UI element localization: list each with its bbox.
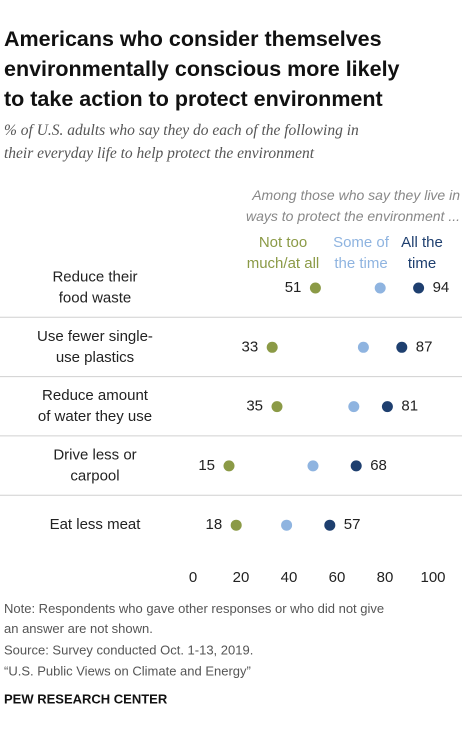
x-tick-label: 20 <box>233 569 250 586</box>
value-label: 81 <box>401 398 418 415</box>
dot <box>281 519 293 531</box>
note: Note: Respondents who gave other respons… <box>4 601 384 636</box>
chart-title: Americans who consider themselves environ… <box>4 27 400 111</box>
category-label: Eat less meat <box>50 516 142 533</box>
legend-label: All the time <box>401 234 443 272</box>
value-label: 15 <box>198 457 215 474</box>
dot <box>230 519 242 531</box>
dot <box>309 282 321 294</box>
source: Source: Survey conducted Oct. 1-13, 2019… <box>4 642 253 657</box>
chart-subtitle: % of U.S. adults who say they do each of… <box>4 122 359 162</box>
dot <box>381 401 393 413</box>
x-tick-label: 100 <box>420 569 445 586</box>
report: “U.S. Public Views on Climate and Energy… <box>4 663 251 678</box>
dot <box>396 341 408 353</box>
value-label: 18 <box>206 516 223 533</box>
dot <box>348 401 360 413</box>
category-label: Use fewer single-use plastics <box>37 328 153 366</box>
value-label: 57 <box>344 516 361 533</box>
dot <box>266 341 278 353</box>
legend-label: Not too much/at all <box>247 234 320 272</box>
value-label: 94 <box>433 279 450 296</box>
x-tick-label: 40 <box>281 569 298 586</box>
dot <box>374 282 386 294</box>
dot <box>271 401 283 413</box>
category-label: Drive less or carpool <box>53 446 136 484</box>
dot <box>413 282 425 294</box>
legend-label: Some of the time <box>333 234 390 272</box>
dot <box>307 460 319 472</box>
value-label: 51 <box>285 279 302 296</box>
x-tick-label: 0 <box>189 569 197 586</box>
value-label: 33 <box>242 338 259 355</box>
category-label: Reduce amount of water they use <box>38 387 152 425</box>
category-label: Reduce their food waste <box>52 268 137 306</box>
dot <box>324 519 336 531</box>
x-tick-label: 80 <box>377 569 394 586</box>
x-tick-label: 60 <box>329 569 346 586</box>
legend-title: Among those who say they live in ways to … <box>246 187 460 224</box>
value-label: 68 <box>370 457 387 474</box>
value-label: 87 <box>416 338 433 355</box>
dot <box>357 341 369 353</box>
value-label: 35 <box>246 398 263 415</box>
credit: PEW RESEARCH CENTER <box>4 691 168 706</box>
dot <box>350 460 362 472</box>
dot <box>223 460 235 472</box>
